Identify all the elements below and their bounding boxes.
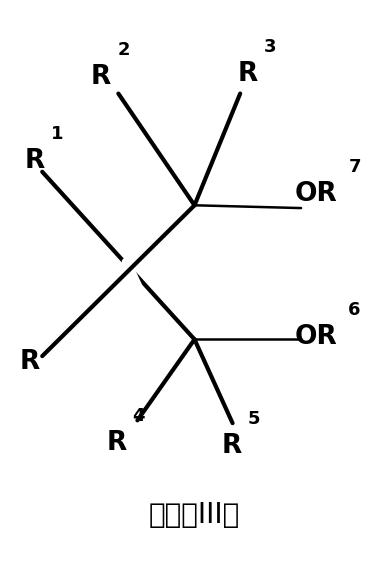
Text: 5: 5: [248, 409, 260, 428]
Text: 6: 6: [348, 301, 361, 319]
Text: 1: 1: [51, 125, 63, 143]
Text: R: R: [238, 61, 258, 87]
Text: R: R: [91, 64, 111, 90]
Text: 4: 4: [132, 407, 145, 425]
Text: 2: 2: [117, 41, 130, 59]
Text: 7: 7: [348, 158, 361, 176]
Text: OR: OR: [295, 324, 338, 350]
Text: R: R: [106, 430, 126, 456]
Text: R: R: [25, 147, 45, 174]
Text: 3: 3: [264, 38, 276, 56]
Text: 通式（III）: 通式（III）: [149, 501, 240, 530]
Text: R: R: [20, 349, 40, 375]
Text: R: R: [222, 433, 242, 459]
Text: OR: OR: [295, 181, 338, 207]
